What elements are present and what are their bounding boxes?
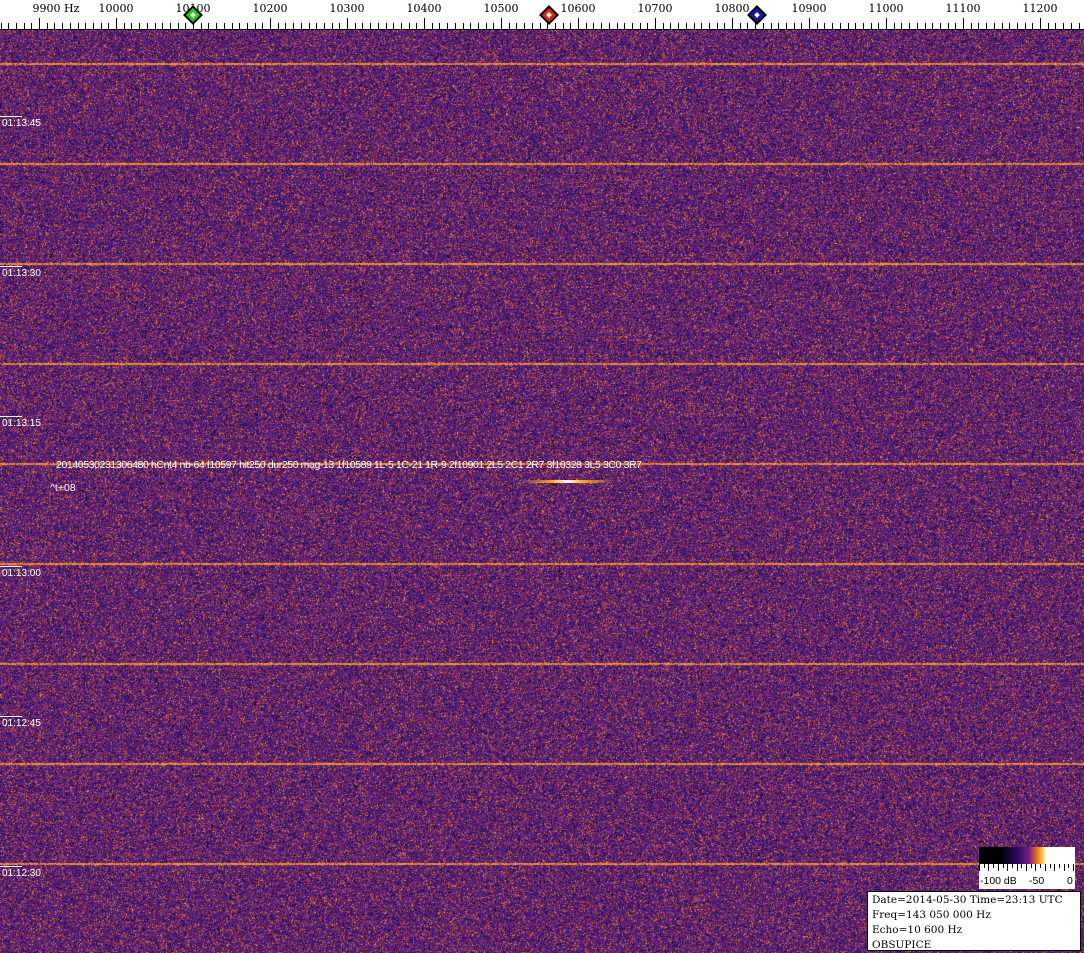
freq-tick-label: 11100 (945, 2, 981, 15)
time-label: 01:12:30 (2, 868, 41, 879)
time-label: 01:13:45 (2, 118, 41, 129)
time-label: 01:13:00 (2, 568, 41, 579)
meteor-echo-streak (520, 480, 615, 483)
freq-tick-label: 11000 (868, 2, 904, 15)
info-station: OBSUPICE (872, 939, 932, 951)
freq-unit-label: 9900 Hz (32, 2, 80, 15)
freq-tick-label: 10400 (406, 2, 442, 15)
time-tick (0, 566, 22, 567)
time-tick (0, 716, 22, 717)
time-label: 01:12:45 (2, 718, 41, 729)
scale-label-mid: -50 (1029, 875, 1045, 887)
time-tick (0, 266, 22, 267)
freq-tick-label: 11200 (1022, 2, 1058, 15)
time-tick (0, 116, 22, 117)
color-scale-gradient (979, 847, 1075, 864)
scale-label-min: -100 dB (980, 875, 1017, 887)
waterfall-spectrogram[interactable] (0, 30, 1084, 953)
freq-tick-label: 10800 (714, 2, 750, 15)
freq-tick-label: 10300 (329, 2, 365, 15)
detection-annotation: 20140530231306480 hCnt4 nb-64 f10597 hit… (56, 459, 642, 471)
info-echo: Echo=10 600 Hz (872, 924, 963, 936)
info-frequency: Freq=143 050 000 Hz (872, 909, 991, 921)
time-label: 01:13:15 (2, 418, 41, 429)
detection-offset: ^t+08 (50, 482, 76, 494)
ruler-ticks (0, 18, 1084, 30)
frequency-ruler[interactable]: 9900 Hz 10000101001020010300104001050010… (0, 0, 1084, 30)
freq-tick-label: 10500 (483, 2, 519, 15)
time-label: 01:13:30 (2, 268, 41, 279)
freq-tick-label: 10000 (98, 2, 134, 15)
freq-tick-label: 10600 (560, 2, 596, 15)
info-date-time: Date=2014-05-30 Time=23:13 UTC (872, 894, 1063, 906)
scale-label-max: 0 (1067, 875, 1073, 887)
time-tick (0, 416, 22, 417)
freq-tick-label: 10700 (637, 2, 673, 15)
info-panel: Date=2014-05-30 Time=23:13 UTC Freq=143 … (867, 891, 1081, 951)
color-scale-ticks (979, 864, 1074, 871)
freq-tick-label: 10200 (252, 2, 288, 15)
freq-tick-label: 10900 (791, 2, 827, 15)
time-tick (0, 866, 22, 867)
color-scale: -100 dB -50 0 (979, 847, 1075, 889)
